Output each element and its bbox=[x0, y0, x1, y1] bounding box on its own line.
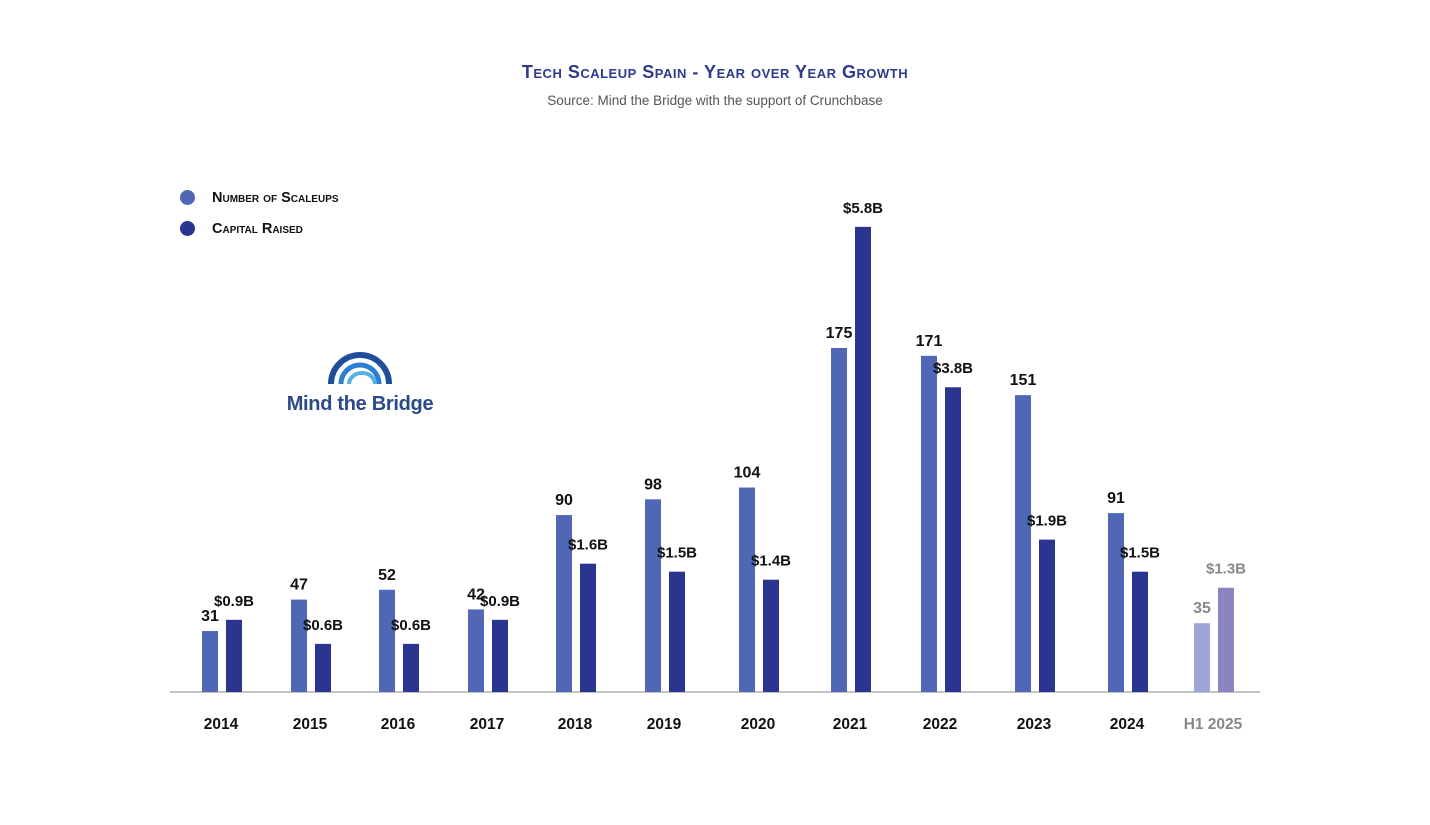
bar-scaleups-2023 bbox=[1015, 395, 1031, 692]
data-label-capital: $1.5B bbox=[657, 545, 697, 562]
x-tick-label: 2020 bbox=[741, 716, 775, 733]
bar-capital-2021 bbox=[855, 226, 871, 692]
x-tick-label: 2024 bbox=[1110, 716, 1145, 733]
data-label-scaleups: 47 bbox=[290, 577, 308, 594]
bar-scaleups-2015 bbox=[291, 599, 307, 692]
x-tick-label: 2021 bbox=[833, 716, 868, 733]
bar-scaleups-2021 bbox=[831, 347, 847, 692]
x-tick-label: 2017 bbox=[470, 716, 504, 733]
data-label-scaleups: 104 bbox=[734, 465, 761, 482]
data-label-scaleups: 35 bbox=[1193, 600, 1211, 617]
x-tick-label: 2014 bbox=[204, 716, 239, 733]
legend-label: Number of Scaleups bbox=[212, 189, 339, 206]
bar-capital-H1-2025 bbox=[1218, 587, 1234, 692]
bar-scaleups-2019 bbox=[645, 499, 661, 692]
data-label-capital: $1.9B bbox=[1027, 513, 1067, 530]
logo-text: Mind the Bridge bbox=[286, 393, 434, 415]
bar-capital-2022 bbox=[945, 387, 961, 692]
chart-subtitle: Source: Mind the Bridge with the support… bbox=[547, 93, 883, 108]
data-label-scaleups: 52 bbox=[378, 567, 396, 584]
data-label-capital: $1.3B bbox=[1206, 561, 1246, 578]
data-label-capital: $0.6B bbox=[391, 617, 431, 634]
bar-capital-2024 bbox=[1132, 571, 1148, 692]
x-tick-label: 2015 bbox=[293, 716, 328, 733]
bridge-arch-icon bbox=[328, 352, 392, 385]
bar-scaleups-2024 bbox=[1108, 513, 1124, 692]
bar-capital-2023 bbox=[1039, 539, 1055, 692]
x-tick-label: H1 2025 bbox=[1184, 716, 1243, 733]
data-label-scaleups: 91 bbox=[1107, 490, 1125, 507]
data-label-scaleups: 151 bbox=[1010, 372, 1037, 389]
x-tick-label: 2019 bbox=[647, 716, 682, 733]
x-tick-label: 2022 bbox=[923, 716, 957, 733]
data-label-capital: $5.8B bbox=[843, 200, 883, 217]
legend-dot-scaleups-icon bbox=[180, 190, 195, 205]
bar-scaleups-2018 bbox=[556, 515, 572, 692]
data-label-capital: $0.6B bbox=[303, 617, 343, 634]
bar-scaleups-2017 bbox=[468, 609, 484, 692]
data-label-scaleups: 90 bbox=[555, 492, 573, 509]
data-label-capital: $1.6B bbox=[568, 537, 608, 554]
mind-the-bridge-logo: Mind the Bridge bbox=[280, 350, 440, 416]
bar-scaleups-H1-2025 bbox=[1194, 623, 1210, 692]
bar-scaleups-2016 bbox=[379, 589, 395, 692]
bar-capital-2016 bbox=[403, 643, 419, 692]
bar-scaleups-2022 bbox=[921, 355, 937, 692]
bar-scaleups-2020 bbox=[739, 487, 755, 692]
bar-capital-2014 bbox=[226, 619, 242, 692]
data-label-capital: $0.9B bbox=[480, 593, 520, 610]
data-label-scaleups: 31 bbox=[201, 608, 219, 625]
bar-capital-2018 bbox=[580, 563, 596, 692]
x-tick-label: 2023 bbox=[1017, 716, 1052, 733]
data-label-capital: $1.4B bbox=[751, 553, 791, 570]
data-label-capital: $3.8B bbox=[933, 360, 973, 377]
legend-item-scaleups: Number of Scaleups bbox=[180, 182, 339, 213]
legend-item-capital: Capital Raised bbox=[180, 213, 339, 244]
data-label-capital: $1.5B bbox=[1120, 545, 1160, 562]
x-tick-label: 2018 bbox=[558, 716, 593, 733]
data-label-scaleups: 98 bbox=[644, 476, 662, 493]
bar-capital-2015 bbox=[315, 643, 331, 692]
bar-capital-2019 bbox=[669, 571, 685, 692]
data-label-scaleups: 175 bbox=[826, 325, 853, 342]
x-tick-label: 2016 bbox=[381, 716, 416, 733]
data-label-scaleups: 171 bbox=[916, 333, 943, 350]
bar-capital-2017 bbox=[492, 619, 508, 692]
legend-label: Capital Raised bbox=[212, 220, 303, 237]
bar-capital-2020 bbox=[763, 579, 779, 692]
legend: Number of Scaleups Capital Raised bbox=[180, 182, 339, 244]
bar-scaleups-2014 bbox=[202, 631, 218, 692]
chart-title: Tech Scaleup Spain - Year over Year Grow… bbox=[521, 62, 909, 82]
data-label-scaleups: 42 bbox=[467, 586, 485, 603]
data-label-capital: $0.9B bbox=[214, 593, 254, 610]
legend-dot-capital-icon bbox=[180, 221, 195, 236]
